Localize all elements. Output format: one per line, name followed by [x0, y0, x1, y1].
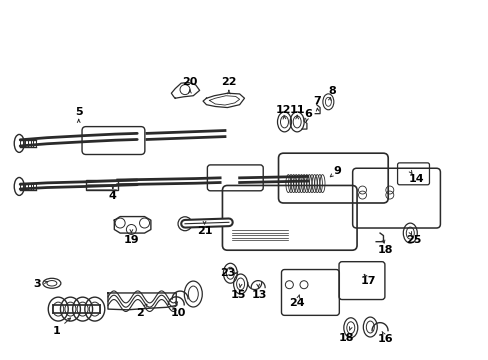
Text: 4: 4 [109, 191, 117, 201]
Text: 14: 14 [407, 174, 423, 184]
Text: 1: 1 [53, 325, 61, 336]
Text: 15: 15 [230, 290, 246, 300]
Text: 13: 13 [251, 290, 266, 300]
Text: 2: 2 [136, 308, 143, 318]
Text: 18: 18 [339, 333, 354, 343]
Text: 10: 10 [171, 308, 186, 318]
Text: 6: 6 [304, 109, 311, 119]
Text: 8: 8 [328, 86, 335, 96]
Text: 22: 22 [221, 77, 236, 87]
Text: 12: 12 [275, 105, 291, 115]
Text: 24: 24 [289, 298, 305, 308]
Text: 17: 17 [360, 276, 376, 286]
Text: 21: 21 [196, 226, 212, 236]
Text: 7: 7 [312, 96, 320, 106]
Text: 18: 18 [377, 245, 393, 255]
Text: 19: 19 [123, 235, 139, 245]
Text: 25: 25 [406, 235, 421, 245]
Text: 3: 3 [33, 279, 41, 289]
Text: 5: 5 [75, 107, 82, 117]
Text: 16: 16 [377, 333, 393, 343]
Text: 11: 11 [289, 105, 305, 115]
Text: 9: 9 [332, 166, 341, 176]
Text: 23: 23 [219, 268, 235, 278]
Text: 20: 20 [182, 77, 197, 87]
